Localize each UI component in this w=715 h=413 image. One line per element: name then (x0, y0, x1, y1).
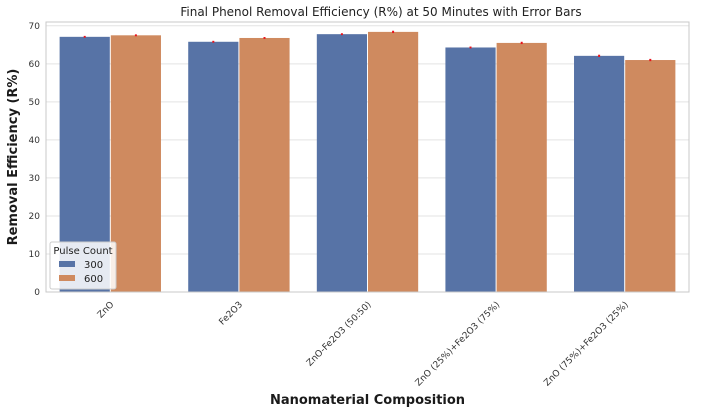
bar-300-4 (574, 55, 625, 293)
legend-label-600: 600 (84, 274, 103, 285)
error-bars (83, 30, 652, 62)
y-tick-label: 60 (29, 60, 41, 70)
y-tick-label: 10 (29, 250, 41, 260)
x-tick-labels: ZnO Fe2O3 ZnO-Fe2O3 (50:50) ZnO (25%)+Fe2O3… (96, 300, 631, 388)
bar-600-0 (110, 35, 161, 292)
y-axis-label: Removal Efficiency (R%) (6, 69, 21, 246)
x-tick-label: ZnO (75%)+Fe2O3 (25%) (542, 300, 630, 388)
y-tick-label: 70 (29, 22, 41, 32)
y-tick-label: 50 (29, 98, 41, 108)
chart-title: Final Phenol Removal Efficiency (R%) at … (180, 5, 581, 19)
bar-600-2 (368, 31, 419, 292)
y-tick-label: 20 (29, 212, 41, 222)
legend: Pulse Count 300 600 (49, 241, 117, 290)
bar-300-2 (316, 34, 367, 293)
x-axis-label: Nanomaterial Composition (270, 393, 465, 408)
y-tick-labels: 0 10 20 30 40 50 60 70 (29, 22, 41, 298)
bar-600-1 (239, 37, 290, 292)
y-tick-label: 0 (34, 288, 40, 298)
bar-300-3 (445, 47, 496, 292)
bar-300-1 (188, 41, 239, 293)
y-tick-label: 30 (29, 174, 41, 184)
legend-swatch-600 (59, 275, 75, 281)
legend-title: Pulse Count (53, 246, 112, 257)
x-tick-label: ZnO-Fe2O3 (50:50) (305, 300, 374, 369)
plot-frame (45, 21, 690, 293)
x-tick-label: ZnO (96, 300, 116, 320)
x-tick-label: ZnO (25%)+Fe2O3 (75%) (414, 300, 502, 388)
bars (59, 31, 676, 293)
x-tick-label: Fe2O3 (218, 300, 245, 327)
legend-label-300: 300 (84, 260, 103, 271)
legend-swatch-300 (59, 261, 75, 267)
y-tick-label: 40 (29, 136, 41, 146)
bar-600-3 (496, 42, 547, 292)
bar-600-4 (625, 60, 676, 292)
